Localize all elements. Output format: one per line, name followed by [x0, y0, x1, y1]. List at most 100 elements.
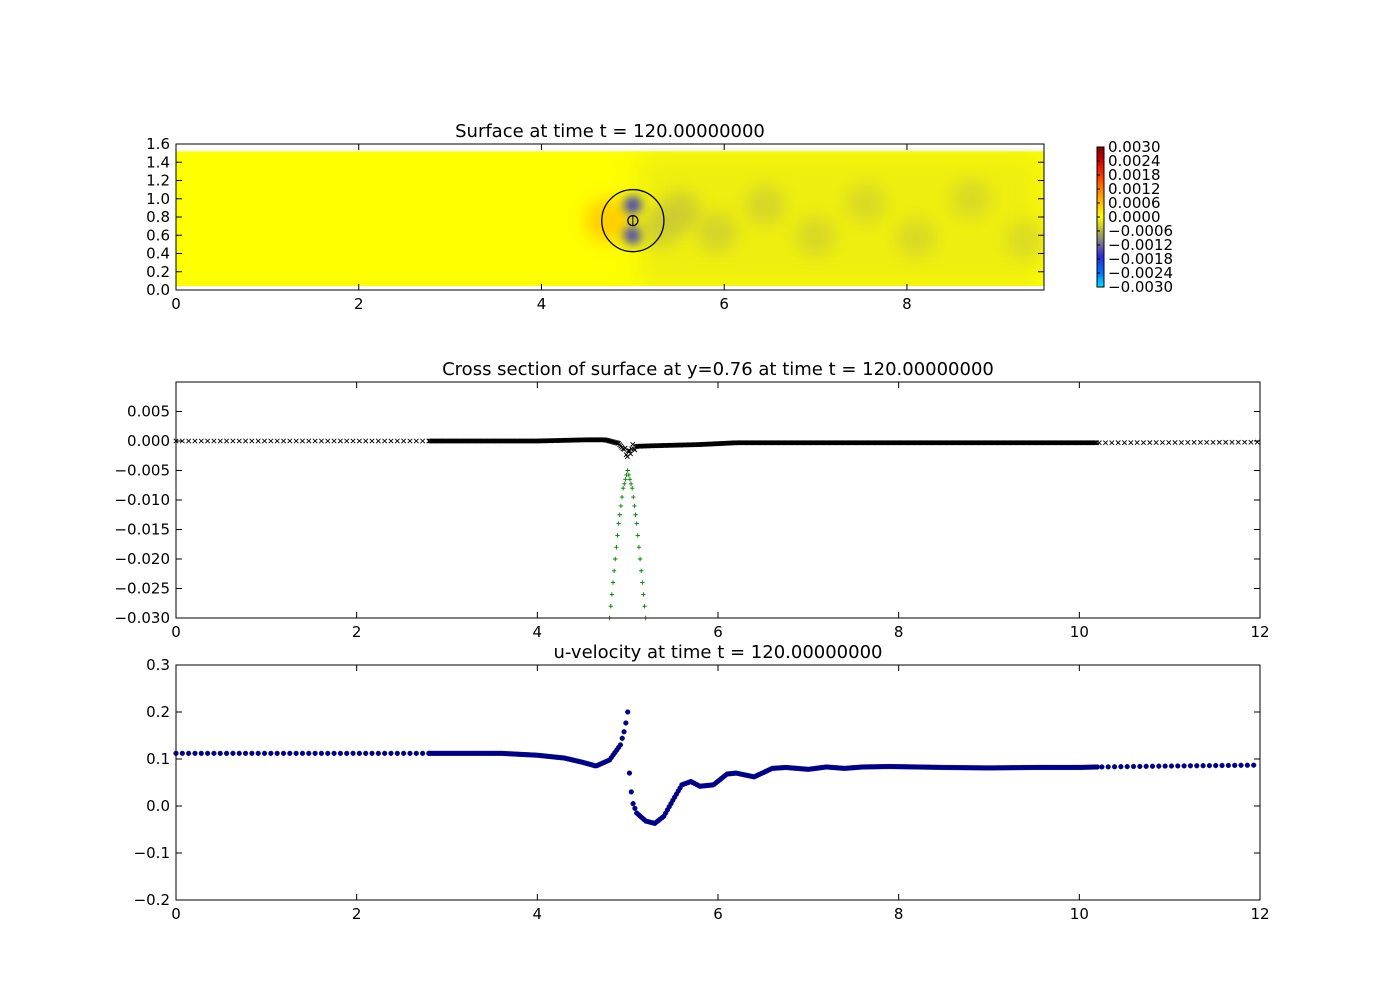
data-point [318, 438, 324, 444]
y-tick-label: 0.6 [146, 226, 170, 244]
data-point [369, 750, 375, 756]
data-point [413, 438, 419, 444]
data-point [217, 750, 223, 756]
x-tick-label: 2 [354, 295, 364, 313]
data-point [623, 477, 628, 482]
data-point [615, 533, 620, 538]
cross-section-marks [173, 437, 1260, 621]
data-point [1103, 440, 1109, 446]
data-point [632, 503, 637, 509]
data-point [627, 477, 633, 482]
cross-section-axes-frame [175, 381, 1261, 619]
u-velocity-marks [173, 709, 1257, 826]
data-point [1216, 439, 1222, 445]
surface-panel: Surface at time t = 120.00000000 0 2 4 6 8 0.… [146, 121, 1045, 313]
data-point [632, 805, 638, 811]
field-feature [696, 212, 737, 253]
data-point [325, 750, 331, 756]
data-point [394, 438, 400, 444]
data-point [1111, 764, 1118, 770]
data-point [337, 438, 343, 444]
data-point [1206, 763, 1213, 769]
data-point [628, 451, 634, 457]
data-point [382, 750, 388, 756]
x-tick-label: 2 [352, 623, 362, 641]
data-point [1185, 439, 1191, 445]
data-point [179, 438, 185, 444]
data-point [633, 512, 638, 517]
data-point [1162, 763, 1168, 769]
data-point [236, 750, 242, 756]
data-point [1130, 763, 1137, 770]
data-point [179, 750, 185, 756]
data-point [331, 750, 337, 756]
y-tick-label: 0.0 [146, 797, 170, 815]
y-tick-label: 1.2 [146, 172, 170, 190]
cross-section-ticks: 0 2 4 6 8 10 12 0.005 0.000 −0.005 −0.010 −0.015 −0.… [114, 382, 1270, 641]
y-tick-label: −0.020 [114, 550, 170, 568]
data-point [611, 568, 617, 573]
data-point [420, 750, 426, 756]
data-point [318, 750, 325, 756]
data-point [211, 438, 217, 444]
y-tick-label: 1.6 [146, 135, 170, 153]
data-point [1156, 763, 1162, 769]
colorbar-tick-label: 0.0030 [1108, 138, 1161, 156]
field-feature [950, 178, 991, 219]
data-point [1121, 440, 1128, 446]
data-point [610, 580, 616, 585]
data-point [388, 438, 394, 444]
y-tick-label: 0.3 [146, 656, 170, 674]
data-point [640, 580, 645, 585]
data-point [261, 750, 268, 756]
data-point [1124, 764, 1130, 770]
data-point [629, 446, 635, 452]
x-tick-label: 8 [894, 905, 904, 923]
data-point [1147, 440, 1153, 446]
colorbar-ticks: 0.00300.00240.00180.00120.00060.0000−0.0… [1097, 138, 1173, 296]
data-point [1200, 763, 1206, 769]
data-point [1168, 763, 1175, 769]
data-point [230, 438, 236, 444]
data-point [619, 494, 625, 500]
data-point [639, 568, 644, 573]
data-point [223, 750, 230, 756]
data-point [617, 512, 622, 517]
colorbar-tick-label: −0.0012 [1108, 236, 1173, 254]
data-point [356, 750, 362, 756]
data-point [230, 750, 236, 756]
field-feature [795, 216, 836, 257]
data-point [618, 503, 624, 509]
colorbar-tick-label: −0.0006 [1108, 222, 1173, 240]
field-feature [623, 196, 642, 215]
data-point [312, 438, 318, 444]
colorbar-tick-label: 0.0012 [1108, 180, 1161, 198]
data-point [268, 438, 274, 444]
y-tick-label: 0.4 [146, 245, 170, 263]
data-point [375, 438, 381, 444]
field-feature [585, 198, 630, 243]
x-tick-label: 0 [171, 905, 181, 923]
data-point [375, 750, 381, 756]
data-point [217, 438, 223, 444]
data-point [350, 750, 356, 756]
data-point [617, 742, 624, 748]
data-point [636, 545, 642, 550]
data-point [608, 604, 613, 609]
data-point [388, 750, 394, 756]
data-point [630, 441, 636, 447]
data-point [224, 438, 230, 444]
y-tick-label: 0.1 [146, 750, 170, 768]
data-point [363, 438, 369, 444]
data-point [1175, 763, 1181, 769]
x-tick-label: 4 [533, 623, 543, 641]
data-point [628, 789, 634, 795]
data-point [236, 438, 242, 444]
data-point [1181, 763, 1187, 769]
surface-ticks: 0 2 4 6 8 0.00.20.40.60.81.01.21.41.6 [146, 135, 1044, 313]
data-point [619, 735, 625, 741]
data-point [363, 750, 369, 756]
data-point [268, 750, 274, 756]
data-point [1099, 764, 1105, 770]
